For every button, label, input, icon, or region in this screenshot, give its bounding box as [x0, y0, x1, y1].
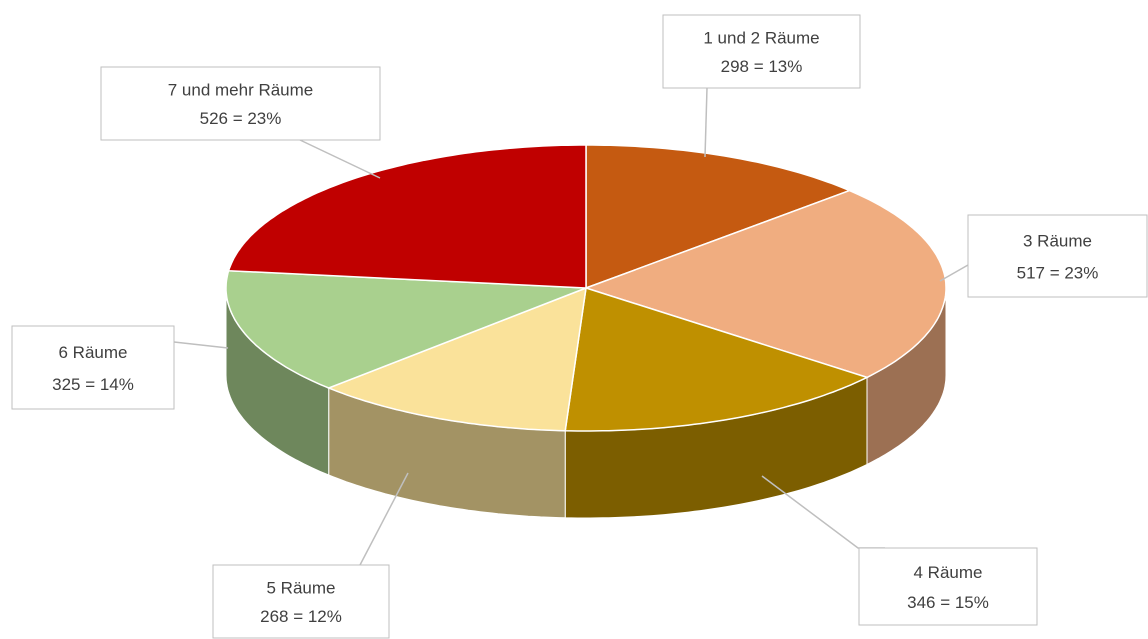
category-label: 1 und 2 Räume	[703, 29, 819, 48]
label-box	[212, 564, 390, 639]
label-box	[11, 325, 175, 410]
category-label: 4 Räume	[914, 563, 983, 582]
value-label: 517 = 23%	[1017, 264, 1099, 283]
category-label: 7 und mehr Räume	[168, 81, 314, 100]
value-label: 298 = 13%	[721, 57, 803, 76]
leader-line	[299, 139, 381, 179]
leader-line	[173, 341, 229, 349]
slice	[225, 269, 587, 389]
slice	[583, 189, 947, 379]
label-box	[858, 547, 1038, 626]
label-box	[662, 14, 861, 89]
category-label: 3 Räume	[1023, 232, 1092, 251]
value-label: 325 = 14%	[52, 375, 134, 394]
value-label: 346 = 15%	[907, 593, 989, 612]
slice	[326, 286, 587, 432]
label-box	[967, 214, 1148, 298]
label-box	[100, 66, 381, 141]
leader-line	[704, 87, 708, 158]
category-label: 6 Räume	[59, 343, 128, 362]
leader-line	[359, 472, 409, 566]
category-label: 5 Räume	[267, 579, 336, 598]
slice	[564, 287, 870, 432]
leader-line	[939, 264, 969, 282]
value-label: 526 = 23%	[200, 109, 282, 128]
value-label: 268 = 12%	[260, 607, 342, 626]
slice	[585, 144, 852, 290]
slice	[227, 144, 587, 289]
